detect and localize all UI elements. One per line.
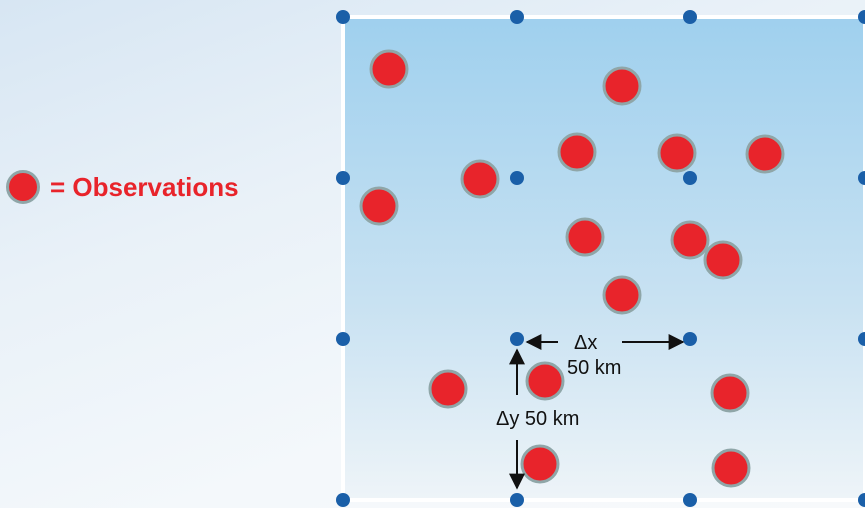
grid-point (510, 332, 524, 346)
observation-marker (557, 132, 597, 172)
observation-marker (602, 66, 642, 106)
observation-marker (565, 217, 605, 257)
observation-marker (710, 373, 750, 413)
grid-point (683, 171, 697, 185)
observation-marker (369, 49, 409, 89)
legend-label: = Observations (50, 171, 239, 202)
grid-point (336, 332, 350, 346)
dy-label: Δy 50 km (496, 408, 579, 430)
observation-marker (657, 133, 697, 173)
observation-marker (359, 186, 399, 226)
grid-point (858, 171, 865, 185)
observation-marker (525, 361, 565, 401)
grid-point (510, 493, 524, 507)
grid-point (336, 10, 350, 24)
observation-marker (711, 448, 751, 488)
observations (359, 49, 785, 488)
observation-marker (670, 220, 710, 260)
grid-point (858, 10, 865, 24)
grid-point (858, 332, 865, 346)
grid-point (858, 493, 865, 507)
grid-point (683, 332, 697, 346)
observation-marker (520, 444, 560, 484)
grid-point (683, 493, 697, 507)
grid-point (510, 10, 524, 24)
observation-marker (745, 134, 785, 174)
observation-marker-icon (6, 170, 40, 204)
observation-marker (602, 275, 642, 315)
grid-point (336, 493, 350, 507)
model-domain (341, 15, 865, 502)
grid-points (336, 10, 865, 507)
observation-marker (460, 159, 500, 199)
grid-point (336, 171, 350, 185)
grid-point (510, 171, 524, 185)
dx-symbol: Δx (574, 332, 597, 354)
dx-value: 50 km (567, 357, 621, 379)
grid-point (683, 10, 697, 24)
observation-marker (428, 369, 468, 409)
observation-marker (703, 240, 743, 280)
legend: = Observations (6, 170, 239, 204)
